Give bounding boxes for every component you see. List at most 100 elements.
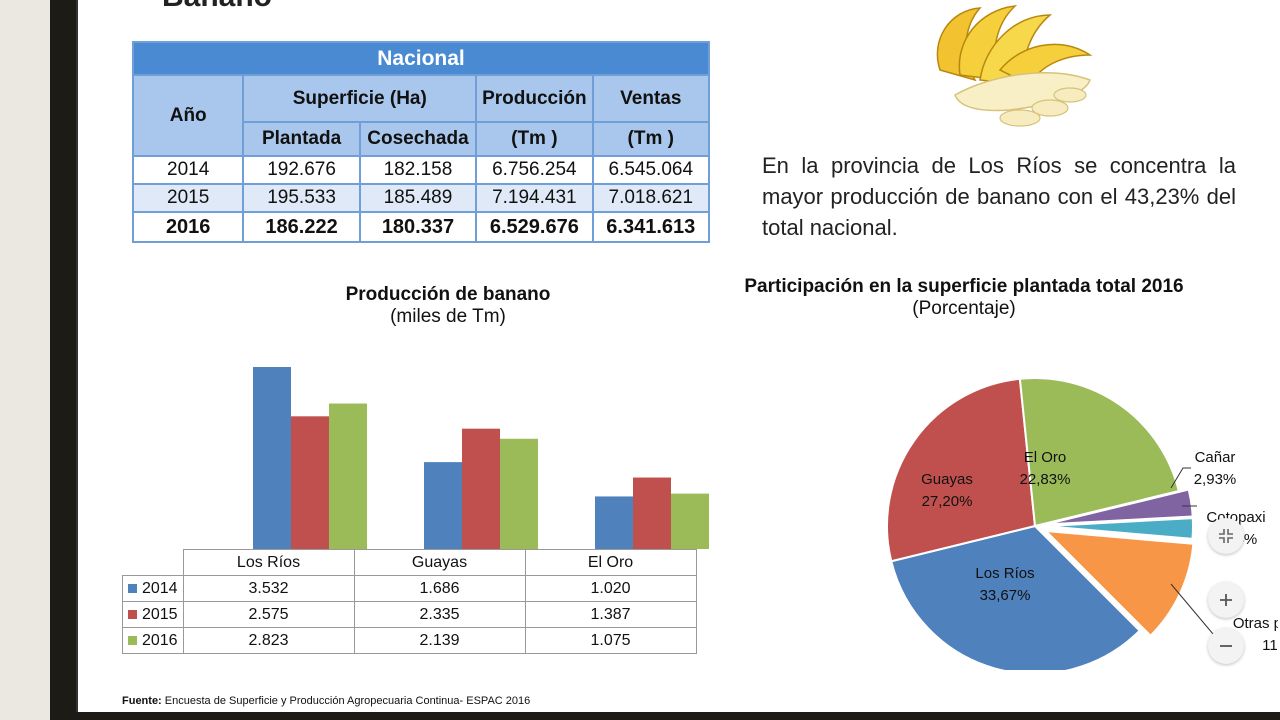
pie-slice-el-oro [1018, 377, 1181, 528]
bar-2016-1 [500, 438, 538, 549]
cell-harvested: 182.158 [358, 155, 478, 185]
data-table-row: 2016 2.823 2.139 1.075 [122, 627, 697, 654]
slide-title: Banano [162, 0, 272, 14]
data-label: 1.686 [353, 575, 526, 602]
description-text: En la provincia de Los Ríos se concentra… [762, 153, 1236, 240]
zoom-out-button[interactable] [1208, 628, 1244, 664]
cell-sales: 7.018.621 [591, 183, 711, 213]
pie-label-value: 22,83% [1020, 471, 1071, 488]
pie-slice-otras-provincias [1043, 529, 1195, 638]
pie-slice-guayas [886, 377, 1037, 563]
table-title: Nacional [132, 41, 710, 76]
left-pane [0, 0, 50, 720]
cell-planted: 186.222 [242, 211, 361, 243]
leader-line [1170, 467, 1191, 489]
col-sales-unit: (Tm ) [591, 121, 711, 157]
cell-year: 2015 [131, 183, 245, 213]
series-legend: 2014 [122, 575, 184, 602]
slide-border [50, 0, 76, 720]
col-surface-header: Superficie (Ha) [242, 74, 478, 123]
bar-2014-2 [595, 496, 633, 549]
cell-sales: 6.545.064 [591, 155, 711, 185]
cell-production: 6.756.254 [475, 155, 594, 185]
bar-2014-0 [253, 367, 291, 549]
data-table-row: 2014 3.532 1.686 1.020 [122, 575, 697, 602]
col-harvested-header: Cosechada [358, 121, 478, 157]
data-label: 1.075 [524, 627, 697, 654]
bar-chart [253, 367, 709, 549]
pie-label-name: Cañar [1195, 449, 1236, 466]
pie-slice-cotopaxi [1044, 517, 1194, 540]
col-sales-header: Ventas [591, 74, 711, 123]
pie-label-value: 27,20% [922, 493, 973, 510]
cell-harvested: 180.337 [358, 211, 478, 243]
collapse-icon [1219, 529, 1233, 543]
data-table-row: 2015 2.575 2.335 1.387 [122, 601, 697, 628]
bar-chart-subtitle: (miles de Tm) [390, 306, 506, 327]
data-label: 3.532 [182, 575, 355, 602]
cell-production: 7.194.431 [475, 183, 594, 213]
series-name: 2015 [141, 605, 178, 623]
category-label: Los Ríos [182, 549, 355, 576]
bar-chart-title: Producción de banano [345, 284, 551, 305]
cell-planted: 192.676 [242, 155, 361, 185]
series-legend: 2016 [122, 627, 184, 654]
pie-label-name: Los Ríos [975, 565, 1034, 582]
legend-swatch-2016 [127, 635, 137, 645]
source-note: Fuente: Encuesta de Superficie y Producc… [122, 695, 530, 707]
banana-image [936, 4, 1093, 127]
data-label: 1.387 [524, 601, 697, 628]
series-name: 2014 [141, 579, 178, 597]
pie-chart: Los Ríos 33,67% Guayas 27,20% El Oro 22,83% Ca… [886, 377, 1278, 670]
col-year-header: Año [131, 74, 245, 157]
category-label: Guayas [353, 549, 526, 576]
bar-2015-1 [462, 428, 500, 549]
pie-label-name: Guayas [921, 471, 973, 488]
data-table-header-row: Los Ríos Guayas El Oro [122, 549, 697, 576]
table-row: 2016 186.222 180.337 6.529.676 6.341.613 [131, 211, 711, 243]
pie-chart-title-block: Participación en la superficie plantada … [714, 276, 1214, 320]
bar-chart-title-block: Producción de banano (miles de Tm) [298, 284, 598, 328]
series-legend: 2015 [122, 601, 184, 628]
bar-2016-0 [329, 403, 367, 549]
bar-2015-2 [633, 477, 671, 549]
pie-label-value: 33,67% [980, 587, 1031, 604]
pie-label-name: Otras provincias [1233, 615, 1278, 632]
cell-planted: 195.533 [242, 183, 361, 213]
cell-year: 2016 [131, 211, 245, 243]
zoom-in-button[interactable] [1208, 582, 1244, 618]
category-label: El Oro [524, 549, 697, 576]
data-label: 2.139 [353, 627, 526, 654]
collapse-button[interactable] [1208, 518, 1244, 554]
slide-bottom-border [76, 712, 1280, 720]
pie-label-value: 2,93% [1194, 471, 1237, 488]
pie-chart-title: Participación en la superficie plantada … [744, 276, 1184, 297]
col-planted-header: Plantada [242, 121, 361, 157]
table-row: 2014 192.676 182.158 6.756.254 6.545.064 [131, 155, 711, 185]
cell-year: 2014 [131, 155, 245, 185]
legend-swatch-2014 [127, 583, 137, 593]
series-name: 2016 [141, 631, 178, 649]
col-production-header: Producción [475, 74, 594, 123]
slide: Banano Nacional Año Superficie (Ha) Prod… [76, 0, 1280, 712]
source-label: Fuente: [122, 695, 162, 707]
bar-2015-0 [291, 416, 329, 549]
national-table: Nacional Año Superficie (Ha) Producción … [131, 41, 711, 243]
pie-slice-los-ríos [890, 524, 1142, 670]
data-label: 1.020 [524, 575, 697, 602]
table-row: 2015 195.533 185.489 7.194.431 7.018.621 [131, 183, 711, 213]
cell-production: 6.529.676 [475, 211, 594, 243]
bar-chart-data-table: Los Ríos Guayas El Oro 2014 3.532 1.686 … [122, 549, 697, 654]
source-text: Encuesta de Superficie y Producción Agro… [164, 695, 531, 707]
cell-harvested: 185.489 [358, 183, 478, 213]
data-label: 2.335 [353, 601, 526, 628]
pie-chart-subtitle: (Porcentaje) [912, 298, 1016, 319]
pie-label-value: 11,13% [1262, 637, 1278, 654]
bar-2016-2 [671, 493, 709, 549]
col-production-unit: (Tm ) [475, 121, 594, 157]
pie-slice-cañar [1044, 488, 1194, 526]
pie-label-name: El Oro [1024, 449, 1067, 466]
minus-icon [1220, 645, 1232, 647]
legend-swatch-2015 [127, 609, 137, 619]
data-label: 2.823 [182, 627, 355, 654]
